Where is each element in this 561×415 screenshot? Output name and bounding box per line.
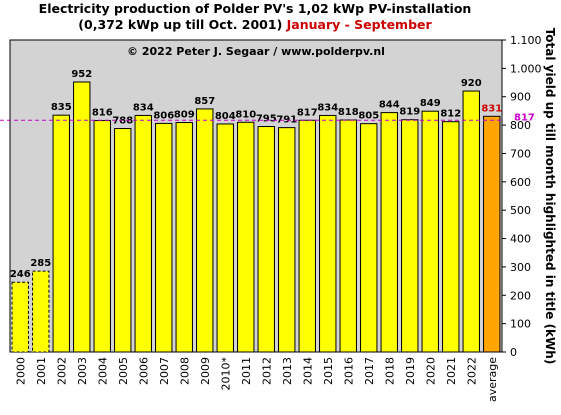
y-tick-label: 500	[510, 204, 531, 217]
value-label: 804	[215, 111, 236, 122]
y-tick-label: 0	[510, 346, 517, 359]
y-tick-label: 600	[510, 176, 531, 189]
x-tick-label: average	[486, 357, 499, 402]
value-label: 834	[317, 102, 338, 113]
bar	[319, 114, 337, 353]
value-label: 834	[133, 102, 154, 113]
bar	[257, 126, 275, 353]
x-tick-label: 2020	[424, 357, 437, 385]
bar	[73, 81, 91, 353]
bar	[360, 123, 378, 353]
x-tick-label: 2016	[342, 357, 355, 385]
bar	[93, 120, 111, 353]
bar	[175, 122, 193, 353]
bar	[483, 115, 501, 353]
bar	[216, 123, 234, 353]
x-tick-label: 2001	[35, 357, 48, 385]
value-label: 818	[338, 107, 359, 118]
plot-area	[9, 39, 503, 353]
y-axis-label: Total yield up till month highlighted in…	[543, 28, 557, 365]
y-tick-label: 300	[510, 261, 531, 274]
x-tick-label: 2022	[465, 357, 478, 385]
x-tick-label: 2000	[14, 357, 27, 385]
bar	[52, 114, 70, 353]
bar	[11, 281, 29, 353]
x-tick-label: 2006	[137, 357, 150, 385]
value-label: 809	[174, 110, 195, 121]
value-label: 816	[92, 108, 113, 119]
value-label: 806	[153, 110, 174, 121]
x-tick-label: 2007	[158, 357, 171, 385]
x-tick-label: 2010*	[219, 357, 232, 391]
value-label: 849	[420, 98, 441, 109]
y-tick-label: 1.100	[510, 34, 542, 47]
x-tick-label: 2008	[178, 357, 191, 385]
x-tick-label: 2005	[117, 357, 130, 385]
value-label: 795	[256, 114, 277, 125]
x-tick-label: 2017	[363, 357, 376, 385]
subtitle-text: (0,372 kWp up till Oct. 2001)	[78, 17, 282, 32]
y-tick-label: 700	[510, 147, 531, 160]
value-label: 791	[276, 115, 297, 126]
value-label: 805	[358, 111, 379, 122]
chart-title: Electricity production of Polder PV's 1,…	[39, 1, 472, 16]
value-label: 817	[297, 107, 318, 118]
value-label: 810	[235, 109, 256, 120]
y-tick-label: 400	[510, 233, 531, 246]
average-label: 817	[514, 112, 535, 123]
bar	[196, 108, 214, 353]
x-tick-label: 2012	[260, 357, 273, 385]
x-tick-label: 2019	[404, 357, 417, 385]
bar	[134, 114, 152, 353]
bar	[380, 112, 398, 353]
subtitle-highlight: January - September	[286, 17, 433, 32]
chart-subtitle: (0,372 kWp up till Oct. 2001) January - …	[78, 17, 432, 32]
x-tick-label: 2011	[240, 357, 253, 385]
value-label: 857	[194, 96, 215, 107]
x-tick-label: 2014	[301, 357, 314, 385]
x-tick-label: 2009	[199, 357, 212, 385]
copyright: © 2022 Peter J. Segaar / www.polderpv.nl	[127, 45, 385, 58]
bar	[32, 270, 50, 353]
value-label: 952	[71, 69, 92, 80]
y-tick-label: 100	[510, 318, 531, 331]
x-tick-label: 2003	[76, 357, 89, 385]
bar	[155, 122, 173, 353]
bar	[401, 119, 419, 353]
x-tick-label: 2013	[281, 357, 294, 385]
y-tick-label: 1.000	[510, 62, 542, 75]
value-label: 844	[379, 100, 400, 111]
bar	[339, 119, 357, 353]
value-label: 831	[481, 103, 502, 114]
bar	[298, 119, 316, 353]
bar	[114, 127, 132, 353]
x-tick-label: 2018	[383, 357, 396, 385]
x-tick-label: 2021	[445, 357, 458, 385]
y-tick-label: 200	[510, 289, 531, 302]
x-tick-label: 2015	[322, 357, 335, 385]
y-tick-label: 900	[510, 91, 531, 104]
value-label: 920	[461, 78, 482, 89]
value-label: 285	[30, 258, 51, 269]
y-tick-label: 800	[510, 119, 531, 132]
value-label: 819	[399, 107, 420, 118]
bar	[278, 127, 296, 353]
value-label: 835	[51, 102, 72, 113]
bar	[421, 110, 439, 353]
x-tick-label: 2004	[96, 357, 109, 385]
x-tick-label: 2002	[55, 357, 68, 385]
bar	[237, 121, 255, 353]
value-label: 788	[112, 115, 133, 126]
bar	[462, 90, 480, 353]
value-label: 246	[10, 269, 31, 280]
bar	[442, 121, 460, 353]
value-label: 812	[440, 109, 461, 120]
